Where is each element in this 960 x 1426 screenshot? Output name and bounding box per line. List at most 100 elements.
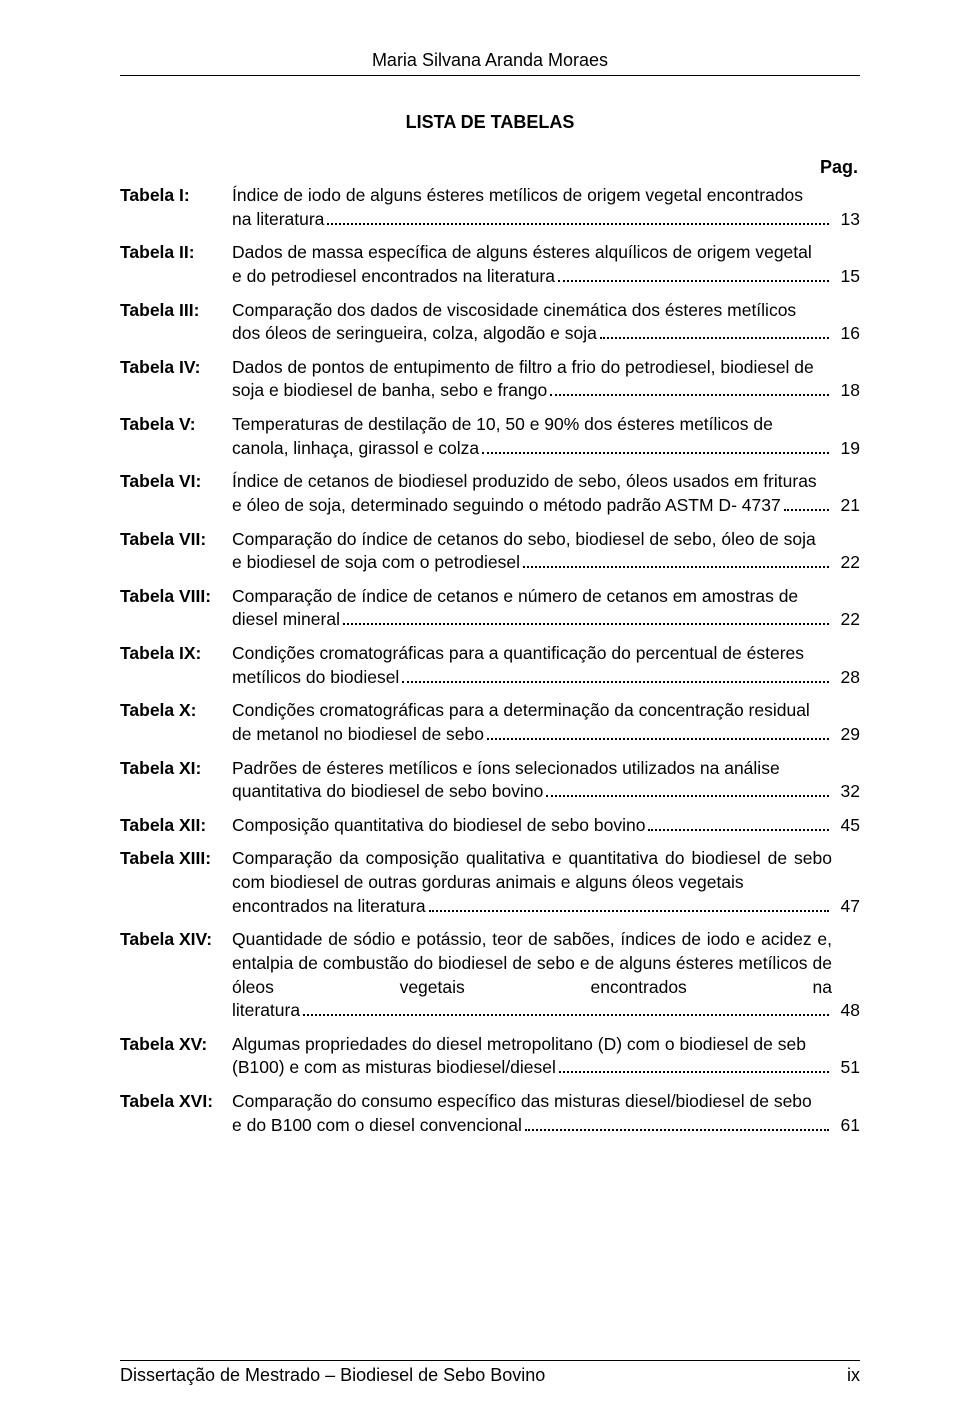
entry-text-tail: Composição quantitativa do biodiesel de … bbox=[232, 814, 645, 838]
entry-text-tail: soja e biodiesel de banha, sebo e frango bbox=[232, 379, 547, 403]
list-entry: Tabela XI:Padrões de ésteres metílicos e… bbox=[120, 757, 860, 804]
entry-page-number: 15 bbox=[832, 265, 860, 289]
dot-leaders bbox=[648, 817, 829, 831]
list-entry: Tabela XIV:Quantidade de sódio e potássi… bbox=[120, 928, 860, 1023]
entry-page-number: 13 bbox=[832, 208, 860, 232]
entry-body: Quantidade de sódio e potássio, teor de … bbox=[232, 928, 860, 1023]
entry-page-number: 19 bbox=[832, 437, 860, 461]
entry-text: Composição quantitativa do biodiesel de … bbox=[232, 814, 832, 838]
entry-text-pre: Condições cromatográficas para a quantif… bbox=[232, 642, 832, 666]
entry-body: Índice de iodo de alguns ésteres metílic… bbox=[232, 184, 860, 231]
entry-text: Comparação dos dados de viscosidade cine… bbox=[232, 299, 832, 346]
entry-text-pre: Dados de pontos de entupimento de filtro… bbox=[232, 356, 832, 380]
list-entry: Tabela XVI:Comparação do consumo específ… bbox=[120, 1090, 860, 1137]
entry-text: Dados de pontos de entupimento de filtro… bbox=[232, 356, 832, 403]
entry-text-pre: Comparação da composição qualitativa e q… bbox=[232, 847, 832, 894]
entry-text: Comparação do consumo específico das mis… bbox=[232, 1090, 832, 1137]
page-column-label: Pag. bbox=[120, 157, 860, 178]
entry-label: Tabela X: bbox=[120, 699, 232, 723]
dot-leaders bbox=[558, 268, 829, 282]
entry-text-tail: e do B100 com o diesel convencional bbox=[232, 1114, 522, 1138]
entry-text-pre: Algumas propriedades do diesel metropoli… bbox=[232, 1033, 832, 1057]
entry-text: Comparação de índice de cetanos e número… bbox=[232, 585, 832, 632]
entry-text-pre: Padrões de ésteres metílicos e íons sele… bbox=[232, 757, 832, 781]
header-rule bbox=[120, 75, 860, 76]
entry-page-number: 32 bbox=[832, 780, 860, 804]
entry-page-number: 61 bbox=[832, 1114, 860, 1138]
entry-page-number: 47 bbox=[832, 895, 860, 919]
entry-text-tail: na literatura bbox=[232, 208, 324, 232]
list-entry: Tabela VI:Índice de cetanos de biodiesel… bbox=[120, 470, 860, 517]
dot-leaders bbox=[343, 611, 829, 625]
entry-label: Tabela XVI: bbox=[120, 1090, 232, 1114]
dot-leaders bbox=[523, 554, 829, 568]
running-head: Maria Silvana Aranda Moraes bbox=[120, 50, 860, 71]
list-entry: Tabela VIII:Comparação de índice de ceta… bbox=[120, 585, 860, 632]
entry-body: Composição quantitativa do biodiesel de … bbox=[232, 814, 860, 838]
dot-leaders bbox=[487, 726, 829, 740]
entry-page-number: 16 bbox=[832, 322, 860, 346]
list-entry: Tabela I:Índice de iodo de alguns éstere… bbox=[120, 184, 860, 231]
entry-text-tail: de metanol no biodiesel de sebo bbox=[232, 723, 484, 747]
entry-text: Índice de cetanos de biodiesel produzido… bbox=[232, 470, 832, 517]
entry-text-tail: quantitativa do biodiesel de sebo bovino bbox=[232, 780, 543, 804]
entry-body: Índice de cetanos de biodiesel produzido… bbox=[232, 470, 860, 517]
entry-body: Comparação do índice de cetanos do sebo,… bbox=[232, 528, 860, 575]
entry-text: Temperaturas de destilação de 10, 50 e 9… bbox=[232, 413, 832, 460]
dot-leaders bbox=[559, 1059, 829, 1073]
entry-body: Dados de pontos de entupimento de filtro… bbox=[232, 356, 860, 403]
entry-body: Algumas propriedades do diesel metropoli… bbox=[232, 1033, 860, 1080]
list-entry: Tabela VII:Comparação do índice de cetan… bbox=[120, 528, 860, 575]
entry-text-pre: Quantidade de sódio e potássio, teor de … bbox=[232, 928, 832, 999]
entry-label: Tabela II: bbox=[120, 241, 232, 265]
entry-label: Tabela XV: bbox=[120, 1033, 232, 1057]
list-entry: Tabela III:Comparação dos dados de visco… bbox=[120, 299, 860, 346]
entry-text-pre: Comparação dos dados de viscosidade cine… bbox=[232, 299, 832, 323]
dot-leaders bbox=[482, 440, 829, 454]
entry-label: Tabela IX: bbox=[120, 642, 232, 666]
entry-page-number: 22 bbox=[832, 608, 860, 632]
entry-text: Padrões de ésteres metílicos e íons sele… bbox=[232, 757, 832, 804]
table-list: Tabela I:Índice de iodo de alguns éstere… bbox=[120, 184, 860, 1137]
dot-leaders bbox=[784, 497, 829, 511]
entry-text-tail: e do petrodiesel encontrados na literatu… bbox=[232, 265, 555, 289]
entry-body: Temperaturas de destilação de 10, 50 e 9… bbox=[232, 413, 860, 460]
entry-text: Condições cromatográficas para a determi… bbox=[232, 699, 832, 746]
entry-body: Comparação do consumo específico das mis… bbox=[232, 1090, 860, 1137]
page-footer: Dissertação de Mestrado – Biodiesel de S… bbox=[120, 1360, 860, 1386]
entry-label: Tabela I: bbox=[120, 184, 232, 208]
entry-body: Comparação dos dados de viscosidade cine… bbox=[232, 299, 860, 346]
entry-page-number: 29 bbox=[832, 723, 860, 747]
list-entry: Tabela V:Temperaturas de destilação de 1… bbox=[120, 413, 860, 460]
entry-page-number: 22 bbox=[832, 551, 860, 575]
entry-text-tail: canola, linhaça, girassol e colza bbox=[232, 437, 479, 461]
entry-body: Condições cromatográficas para a determi… bbox=[232, 699, 860, 746]
entry-text: Dados de massa específica de alguns éste… bbox=[232, 241, 832, 288]
list-entry: Tabela XV:Algumas propriedades do diesel… bbox=[120, 1033, 860, 1080]
entry-label: Tabela V: bbox=[120, 413, 232, 437]
list-entry: Tabela XII:Composição quantitativa do bi… bbox=[120, 814, 860, 838]
list-entry: Tabela II:Dados de massa específica de a… bbox=[120, 241, 860, 288]
entry-label: Tabela IV: bbox=[120, 356, 232, 380]
footer-rule bbox=[120, 1360, 860, 1361]
entry-text-pre: Comparação do consumo específico das mis… bbox=[232, 1090, 832, 1114]
entry-body: Padrões de ésteres metílicos e íons sele… bbox=[232, 757, 860, 804]
entry-label: Tabela XIV: bbox=[120, 928, 232, 952]
entry-label: Tabela XI: bbox=[120, 757, 232, 781]
entry-text: Comparação da composição qualitativa e q… bbox=[232, 847, 832, 918]
entry-text-pre: Índice de cetanos de biodiesel produzido… bbox=[232, 470, 832, 494]
entry-text-tail: encontrados na literatura bbox=[232, 895, 426, 919]
list-entry: Tabela XIII:Comparação da composição qua… bbox=[120, 847, 860, 918]
entry-label: Tabela VIII: bbox=[120, 585, 232, 609]
entry-text-tail: (B100) e com as misturas biodiesel/diese… bbox=[232, 1056, 556, 1080]
entry-text-tail: dos óleos de seringueira, colza, algodão… bbox=[232, 322, 597, 346]
entry-text-tail: diesel mineral bbox=[232, 608, 340, 632]
entry-text-tail: literatura bbox=[232, 999, 300, 1023]
entry-text-pre: Comparação do índice de cetanos do sebo,… bbox=[232, 528, 832, 552]
entry-label: Tabela VII: bbox=[120, 528, 232, 552]
entry-text: Comparação do índice de cetanos do sebo,… bbox=[232, 528, 832, 575]
dot-leaders bbox=[550, 382, 829, 396]
footer-right: ix bbox=[847, 1365, 860, 1386]
dot-leaders bbox=[429, 898, 829, 912]
list-entry: Tabela X:Condições cromatográficas para … bbox=[120, 699, 860, 746]
